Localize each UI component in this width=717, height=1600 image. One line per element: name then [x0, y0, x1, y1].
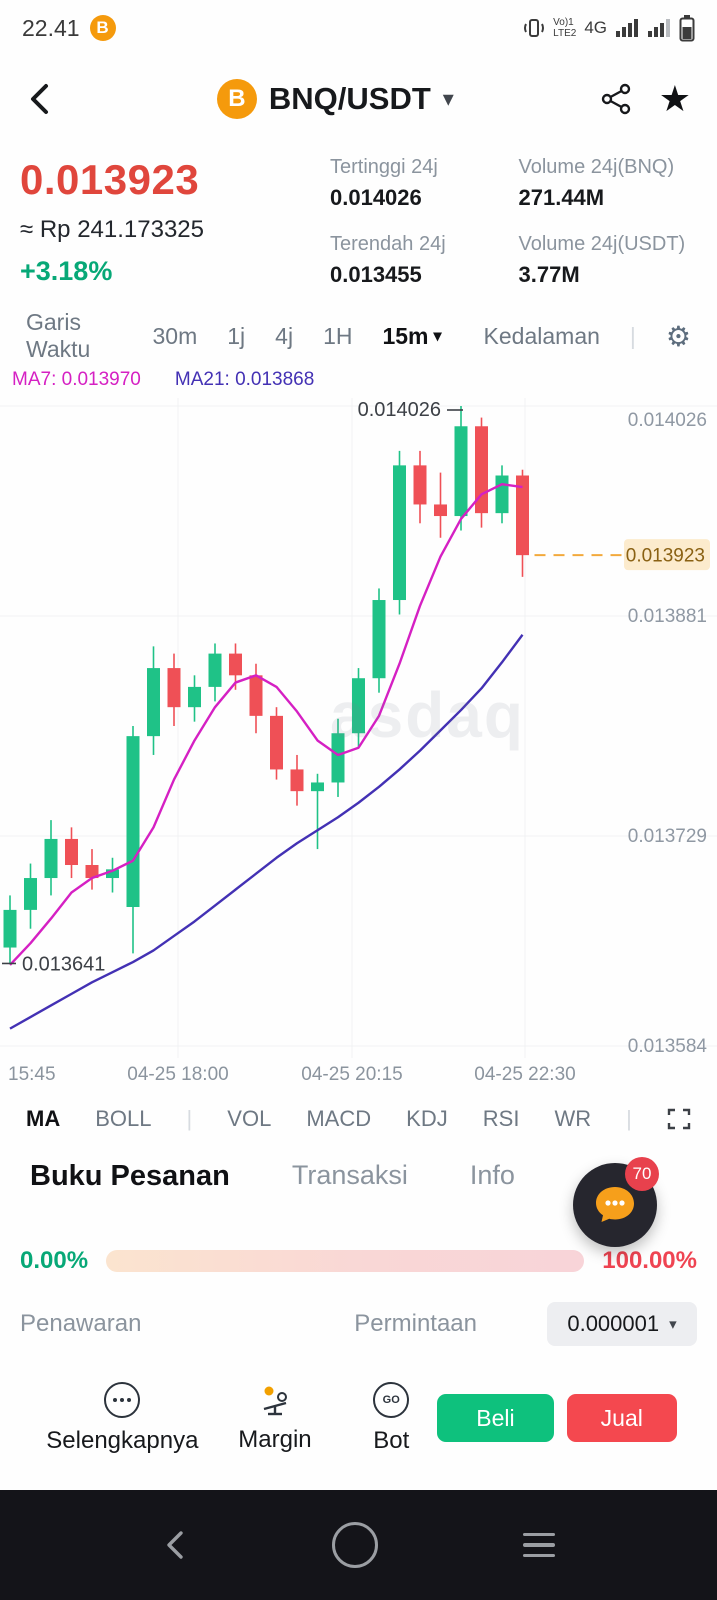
network-type-label: 4G — [584, 18, 607, 37]
timeframe-selected-15m[interactable]: 15m ▾ — [382, 322, 442, 349]
chevron-down-icon: ▾ — [669, 1316, 677, 1333]
share-button[interactable] — [601, 83, 631, 115]
pair-title: BNQ/USDT — [268, 81, 431, 116]
asks-column-label: Permintaan — [354, 1310, 477, 1337]
current-price-label: 0.013923 — [626, 546, 705, 567]
high-annotation: 0.014026 — [358, 399, 441, 421]
timeframe-label: Garis Waktu — [26, 309, 91, 362]
depth-view-button[interactable]: Kedalaman — [483, 322, 600, 349]
signal-bars-icon — [615, 18, 639, 38]
candles — [3, 406, 529, 964]
indicator-rsi[interactable]: RSI — [482, 1106, 520, 1131]
time-axis-label: 04-25 18:00 — [127, 1064, 229, 1085]
chart-area: asdaq 0.013923 0.014026 0.013881 0.013729 0.… — [0, 398, 717, 1060]
more-button[interactable]: Selengkapnya — [40, 1381, 205, 1455]
volte-indicator: Vo)1 LTE2 — [553, 17, 577, 39]
nav-back-button[interactable] — [163, 1528, 187, 1562]
price-axis-label: 0.014026 — [628, 410, 707, 431]
ticker-panel: 0.013923 ≈ Rp 241.173325 +3.18% Tertingg… — [0, 142, 717, 310]
bid-ratio: 0.00% — [20, 1247, 89, 1274]
indicator-ma[interactable]: MA — [26, 1106, 61, 1131]
indicator-vol[interactable]: VOL — [227, 1106, 272, 1131]
android-nav-bar — [0, 1490, 717, 1600]
chat-unread-badge: 70 — [625, 1157, 659, 1191]
price-axis-label: 0.013881 — [628, 606, 707, 627]
ask-ratio: 100.00% — [602, 1247, 697, 1274]
divider: | — [629, 322, 636, 349]
nav-home-button[interactable] — [331, 1522, 378, 1568]
chevron-down-icon: ▾ — [442, 86, 454, 111]
depth-ratio-bar — [106, 1250, 585, 1272]
ma7-line — [9, 482, 523, 966]
back-button[interactable] — [26, 81, 70, 117]
depth-ratio-row: 0.00% 100.00% — [0, 1230, 717, 1292]
indicator-kdj[interactable]: KDJ — [406, 1106, 448, 1131]
fiat-price: ≈ Rp 241.173325 — [20, 216, 204, 243]
stat-high-24h: Tertinggi 24j 0.014026 — [330, 156, 438, 210]
coin-logo-icon: B — [216, 79, 257, 119]
pair-header: B BNQ/USDT ▾ ★ — [0, 56, 717, 142]
time-axis-label: 04-25 22:30 — [474, 1064, 576, 1085]
signal-bars-icon-2 — [647, 18, 671, 38]
timeframe-1h[interactable]: 1j — [227, 322, 246, 349]
timeframe-1d[interactable]: 1H — [323, 322, 353, 349]
timeframe-bar: Garis Waktu 30m 1j 4j 1H 15m ▾ Kedalaman… — [0, 309, 717, 362]
timeframe-30m[interactable]: 30m — [152, 322, 198, 349]
support-chat-button[interactable]: 70 — [573, 1157, 659, 1247]
time-axis-label: 15:45 — [8, 1064, 56, 1085]
divider: | — [186, 1106, 193, 1131]
status-bar: 22.41 B Vo)1 LTE2 4G — [0, 0, 717, 56]
sell-button[interactable]: Jual — [566, 1394, 677, 1442]
price-change-percent: +3.18% — [20, 256, 113, 286]
indicator-macd[interactable]: MACD — [306, 1106, 372, 1131]
bottom-action-bar: Selengkapnya Margin GO Bot Beli Jual — [0, 1356, 717, 1490]
chevron-down-icon: ▾ — [433, 328, 442, 345]
margin-scale-icon — [258, 1383, 292, 1417]
fullscreen-icon[interactable] — [667, 1107, 691, 1131]
tab-trades[interactable]: Transaksi — [291, 1160, 408, 1190]
stat-volume-quote: Volume 24j(USDT) 3.77M — [518, 233, 686, 287]
vibrate-icon — [523, 15, 545, 41]
battery-icon — [679, 14, 695, 42]
ma7-legend: MA7: 0.013970 — [12, 369, 141, 390]
price-axis-label: 0.013729 — [628, 826, 707, 847]
time-axis: 15:45 04-25 18:00 04-25 20:15 04-25 22:3… — [0, 1060, 717, 1094]
clock: 22.41 — [22, 14, 80, 41]
timeframe-4h[interactable]: 4j — [275, 322, 294, 349]
section-tabs: Buku Pesanan Transaksi Info — [0, 1144, 717, 1230]
notification-coin-icon: B — [89, 15, 116, 41]
bids-column-label: Penawaran — [20, 1310, 142, 1337]
gear-icon[interactable]: ⚙ — [665, 320, 691, 352]
current-price-label-bg — [624, 539, 710, 571]
ma-legend: MA7: 0.013970 MA21: 0.013868 — [0, 362, 717, 398]
bot-icon: GO — [373, 1381, 410, 1418]
margin-button[interactable]: Margin — [205, 1383, 346, 1454]
stat-low-24h: Terendah 24j 0.013455 — [330, 233, 446, 287]
precision-dropdown[interactable]: 0.000001 ▾ — [547, 1302, 697, 1346]
low-annotation: 0.013641 — [22, 953, 105, 975]
order-book-header: Penawaran Permintaan 0.000001 ▾ — [0, 1292, 717, 1356]
buy-button[interactable]: Beli — [437, 1394, 554, 1442]
ma21-legend: MA21: 0.013868 — [174, 369, 315, 390]
time-axis-label: 04-25 20:15 — [301, 1064, 403, 1085]
ma21-line — [9, 634, 524, 1030]
candlestick-chart[interactable]: 0.013923 0.014026 0.013881 0.013729 0.013584… — [0, 398, 717, 1060]
last-price: 0.013923 — [20, 156, 200, 203]
divider: | — [626, 1106, 632, 1131]
price-axis-label: 0.013584 — [628, 1036, 708, 1057]
favorite-star-button[interactable]: ★ — [658, 78, 691, 119]
indicator-bar: MA BOLL | VOL MACD KDJ RSI WR | — [0, 1094, 717, 1144]
indicator-boll[interactable]: BOLL — [95, 1106, 152, 1131]
indicator-wr[interactable]: WR — [554, 1106, 592, 1131]
chat-bubble-icon — [592, 1183, 638, 1227]
stat-volume-base: Volume 24j(BNQ) 271.44M — [518, 156, 675, 210]
more-icon — [104, 1381, 141, 1418]
bot-button[interactable]: GO Bot — [345, 1381, 437, 1455]
tab-info[interactable]: Info — [469, 1160, 515, 1190]
nav-recents-button[interactable] — [522, 1532, 555, 1558]
pair-selector[interactable]: B BNQ/USDT ▾ — [70, 79, 601, 119]
tab-order-book[interactable]: Buku Pesanan — [30, 1160, 230, 1192]
